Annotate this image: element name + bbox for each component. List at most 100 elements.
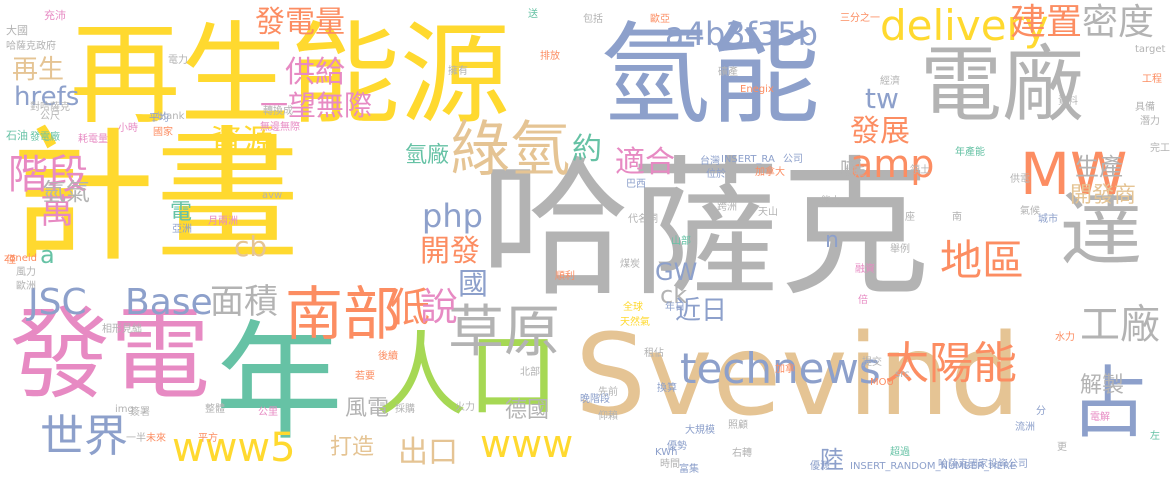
word-706b-529b: 火力 xyxy=(455,402,475,413)
word-96fb: 電 xyxy=(170,200,193,225)
word-5c0f-6642: 小時 xyxy=(118,123,138,134)
word-5929-7136-6c23: 天然氣 xyxy=(620,317,650,328)
word-54c8-85a9-514b: 哈薩克 xyxy=(480,143,931,317)
word-5c0d-54c8-85a9-514b: 對哈薩克 xyxy=(30,102,70,113)
word-5bcc-96c6: 富集 xyxy=(679,464,699,475)
word-5e74: 年 xyxy=(215,309,344,458)
word-8f49-63db-6210: 轉換成 xyxy=(263,106,293,117)
word-mw: MW xyxy=(1020,140,1128,208)
word-9054: 達 xyxy=(1060,183,1143,278)
word-767c-96fb-5ee0: 發電廠 xyxy=(30,132,60,143)
word-5168-7403: 全球 xyxy=(623,302,643,313)
word-53f0-7063: 台灣 xyxy=(700,156,720,167)
word-n: n xyxy=(825,228,839,253)
word-98a8-96fb: 風電 xyxy=(345,396,390,421)
word-7926-7522: 礦產 xyxy=(718,67,738,78)
word-5927-570b: 大國 xyxy=(6,24,28,37)
word-7167-9867: 照顧 xyxy=(728,420,748,431)
word-512a-52e2: 優勢 xyxy=(667,441,687,452)
word-63db-7b97: 換算 xyxy=(657,383,677,394)
word-96fb-5ee0: 電廠 xyxy=(920,38,1085,133)
word-5929-5c71: 天山 xyxy=(758,207,778,218)
word-9818-571f: 領土 xyxy=(910,165,930,176)
word-5305-62ec: 包括 xyxy=(583,14,603,25)
word-7d04: 約 xyxy=(572,132,602,167)
word-52a0-62ff: 加拿 xyxy=(775,364,795,375)
word-6d41-6d32: 流洲 xyxy=(1015,422,1035,433)
word-4e00-534a: 一半 xyxy=(126,433,146,444)
word-54c8-85a9-514b-653f-5e9c: 哈薩克政府 xyxy=(6,41,56,52)
word-delivery: delivery xyxy=(880,1,1049,50)
word-ck: ck xyxy=(660,281,688,309)
word-5de6: 左 xyxy=(1150,431,1160,442)
word-767c-96fb-91cf: 發電量 xyxy=(255,5,345,40)
word-53f3-8f49: 右轉 xyxy=(732,448,752,459)
word-5df4-897f: 巴西 xyxy=(626,179,646,190)
word-a4b3f35b: a4b3f35b xyxy=(665,15,818,53)
word-64c1-6709: 擁有 xyxy=(448,66,468,77)
word-6b50-4e9e: 歐亞 xyxy=(650,14,670,25)
word-672a-4f86: 未來 xyxy=(146,433,166,444)
word-5206: 分 xyxy=(1036,406,1046,417)
word-5357: 南 xyxy=(952,212,962,223)
word-6253-9020: 打造 xyxy=(330,435,375,460)
word-src: src xyxy=(895,369,910,380)
word-80fd-529b: 能力 xyxy=(821,196,841,207)
word-968e-6bb5: 階段 xyxy=(8,152,88,198)
word-gw: GW xyxy=(655,258,698,286)
word-8349-539f: 草原 xyxy=(448,300,560,365)
word-4f4d-65bc: 位於 xyxy=(706,169,726,180)
word-518d-751f-80fd-6e90: 再生能源 xyxy=(70,11,510,139)
word-img: img xyxy=(115,404,134,415)
word-5b8c-5de5: 完工 xyxy=(1150,143,1170,154)
word-5e73-5747: 平均 xyxy=(149,113,169,124)
word-89e3-88fd: 解製 xyxy=(1080,373,1125,398)
word-54c8-85a9-514b-570b-5bb6-6295-8cc7-516c-53f8: 哈薩克國家投資公司 xyxy=(938,459,1028,470)
word-5de5-5ee0: 工廠 xyxy=(1080,302,1160,348)
word-518d-751f: 再生 xyxy=(12,55,65,85)
word-amp: amp xyxy=(850,142,935,186)
word-5360: 占 xyxy=(1070,359,1149,449)
word-7c3d-7f72: 簽署 xyxy=(130,407,150,418)
word-8aaa: 說 xyxy=(420,285,459,329)
word-6708-5169-6d32: 月兩洲 xyxy=(208,216,238,227)
word-9001: 送 xyxy=(528,9,538,20)
word-878d-8cc7: 融資 xyxy=(855,264,875,275)
word-4f9b-7d66: 供給 xyxy=(285,55,345,90)
word-insert-random-number-here: INSERT_RANDOM_NUMBER_HERE xyxy=(850,461,1017,472)
word-5317-90e8: 北部 xyxy=(520,367,540,378)
word-4ef0-8cf4: 仰賴 xyxy=(598,411,618,422)
word-mou: MOU xyxy=(870,377,894,388)
word-4eba-53e3: 人口 xyxy=(375,322,560,429)
word-6392-653e: 排放 xyxy=(540,51,560,62)
word-50c5: 僅 xyxy=(6,255,16,266)
word-9762-7a4d: 面積 xyxy=(210,282,278,322)
word-6c2b-5ee0: 氫廠 xyxy=(405,143,450,168)
word-5de5-7a0b: 工程 xyxy=(1142,74,1162,85)
word-4e09-5206-4e4b-4e00: 三分之一 xyxy=(840,13,880,24)
word-96fb-89e3: 電解 xyxy=(1090,412,1110,423)
word-512a-6e90: 優源 xyxy=(810,461,830,472)
word-82e5-8981: 若要 xyxy=(355,371,375,382)
word-php: php xyxy=(422,197,483,235)
word-4e16-754c: 世界 xyxy=(40,411,128,462)
word-4f9b-96fb: 供電 xyxy=(1010,174,1030,185)
word-516c-5c3a: 公尺 xyxy=(40,111,60,122)
word-76f8-5f62-898b-7d40: 相形見絀 xyxy=(102,324,142,335)
word-7121-908a-7121-969b: 無邊無際 xyxy=(260,122,300,133)
word-5c71-90e8: 山部 xyxy=(671,236,691,247)
word-5ea7: 座 xyxy=(905,212,915,223)
word-5f8c-7e8c: 後續 xyxy=(378,351,398,362)
word-4ee3-540d-8a5e: 代名詞 xyxy=(628,214,658,225)
word-7da0-6c2b: 綠氫 xyxy=(450,115,570,185)
word-6c2b-6c23: 氫氣 xyxy=(42,178,90,206)
word-570b-5bb6: 國家 xyxy=(153,127,173,138)
word-6c34-529b: 水力 xyxy=(1055,332,1075,343)
word-5148-524d: 先前 xyxy=(598,387,618,398)
word-8fd1-65e5: 近日 xyxy=(675,296,728,326)
word-4f4e: 低 xyxy=(390,285,430,331)
word-958b-767c-5546: 開發商 xyxy=(1070,183,1137,208)
word-6b50-6d32: 歐洲 xyxy=(16,281,36,292)
word-57ce-5e02: 城市 xyxy=(1038,214,1058,225)
